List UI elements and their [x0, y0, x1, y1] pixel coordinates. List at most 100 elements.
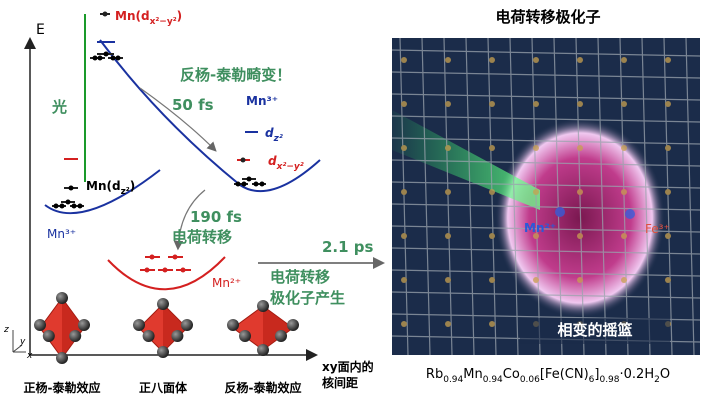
lattice-line	[421, 37, 431, 356]
x-axis-label: xy面内的	[322, 359, 374, 374]
lattice-atom	[621, 57, 627, 63]
lattice-atom	[401, 189, 407, 195]
lattice-line	[391, 181, 701, 189]
ligand	[78, 319, 90, 331]
lattice-line	[391, 93, 701, 101]
formula-part: Rb	[426, 367, 443, 382]
lattice-line	[487, 37, 497, 356]
octahedra	[34, 292, 299, 364]
lattice-atom	[489, 277, 495, 283]
formula-part: 0.94	[443, 375, 463, 385]
lattice-atom	[533, 277, 539, 283]
lattice-line	[391, 269, 701, 277]
ligand	[181, 319, 193, 331]
lattice-atom	[577, 101, 583, 107]
lattice-line	[391, 71, 701, 79]
lattice-atom	[577, 57, 583, 63]
step-label: 电荷转移	[172, 228, 232, 246]
ligand	[239, 330, 251, 342]
lattice-atom	[665, 145, 671, 151]
levels	[52, 11, 266, 273]
lattice-atom	[665, 277, 671, 283]
ion-label: Mn³⁺	[47, 227, 76, 241]
lattice-line	[465, 37, 475, 356]
orbital-label: Mn(dz²)	[86, 179, 135, 197]
ligand	[257, 344, 269, 356]
mn2-curve	[107, 256, 226, 291]
lattice-atom	[489, 101, 495, 107]
formula-part: ]	[594, 367, 599, 382]
energy-label: E	[36, 22, 45, 38]
orbital-label: Mn(dx²−y²)	[115, 9, 182, 27]
lattice-atom	[621, 189, 627, 195]
lattice-atom	[401, 277, 407, 283]
ligand	[157, 346, 169, 358]
octahedron-face	[62, 298, 84, 358]
image-caption: 相变的摇篮	[557, 321, 632, 339]
lattice-line	[391, 225, 701, 233]
lattice-atom	[621, 277, 627, 283]
mn3-curve-right	[99, 39, 321, 193]
lattice-atom	[621, 101, 627, 107]
axis-letter: z	[3, 325, 9, 335]
formula-part: Mn	[463, 367, 482, 382]
arrow-190fs	[173, 189, 206, 251]
lattice-line	[391, 247, 701, 255]
formula-part: 2	[654, 375, 660, 385]
lattice-atom	[533, 233, 539, 239]
lattice-atom	[665, 233, 671, 239]
octahedron-face	[263, 306, 293, 350]
lattice-atom	[489, 233, 495, 239]
lattice-atom	[577, 189, 583, 195]
image-ion: Mn²⁺	[524, 221, 556, 235]
lattice-atom	[533, 101, 539, 107]
lattice-atom	[445, 57, 451, 63]
lattice-atom	[401, 145, 407, 151]
lattice-atom	[577, 233, 583, 239]
lattice-atom	[533, 145, 539, 151]
lattice-line	[509, 37, 519, 356]
lattice-line	[531, 37, 541, 356]
formula-part: [Fe(CN)	[540, 367, 589, 382]
step-time: 2.1 ps	[322, 238, 374, 256]
lattice-atom	[533, 57, 539, 63]
axis-letter: y	[19, 337, 26, 347]
image-title: 电荷转移极化子	[495, 8, 600, 26]
ligand	[171, 330, 184, 342]
lattice-atom	[577, 277, 583, 283]
ligand	[227, 319, 239, 331]
ligand	[257, 300, 269, 312]
lattice-line	[399, 37, 409, 356]
ligand	[142, 330, 155, 342]
ligand	[133, 319, 145, 331]
lattice-atom	[489, 57, 495, 63]
lattice-line	[391, 203, 701, 211]
lattice-line	[391, 137, 701, 145]
formula-part: 0.06	[520, 375, 540, 385]
coord-axes	[12, 330, 26, 353]
lattice-atom	[445, 321, 451, 327]
lattice-atom	[401, 321, 407, 327]
ligand	[42, 330, 55, 342]
step-time: 50 fs	[172, 96, 214, 114]
mn3-curve-left	[44, 169, 161, 215]
octahedron-label: 反杨-泰勒效应	[225, 380, 302, 395]
step-label: 电荷转移	[270, 268, 330, 286]
lattice-line	[553, 37, 563, 356]
lattice-line	[575, 37, 585, 356]
lattice-atom	[401, 233, 407, 239]
ligand	[56, 352, 68, 364]
orbital-label: dx²−y²	[268, 154, 304, 172]
lattice-atom	[555, 207, 565, 217]
arrow-50fs	[139, 87, 217, 152]
lattice-atom	[621, 233, 627, 239]
formula-part: ·0.2H	[620, 367, 655, 382]
formula-part: 0.98	[599, 375, 619, 385]
lattice-atom	[445, 101, 451, 107]
lattice-line	[443, 37, 453, 356]
formula-part: Co	[503, 367, 520, 382]
step-time: 190 fs	[190, 208, 242, 226]
octahedron-label: 正杨-泰勒效应	[24, 380, 101, 395]
orbital-label: dz²	[265, 126, 283, 144]
